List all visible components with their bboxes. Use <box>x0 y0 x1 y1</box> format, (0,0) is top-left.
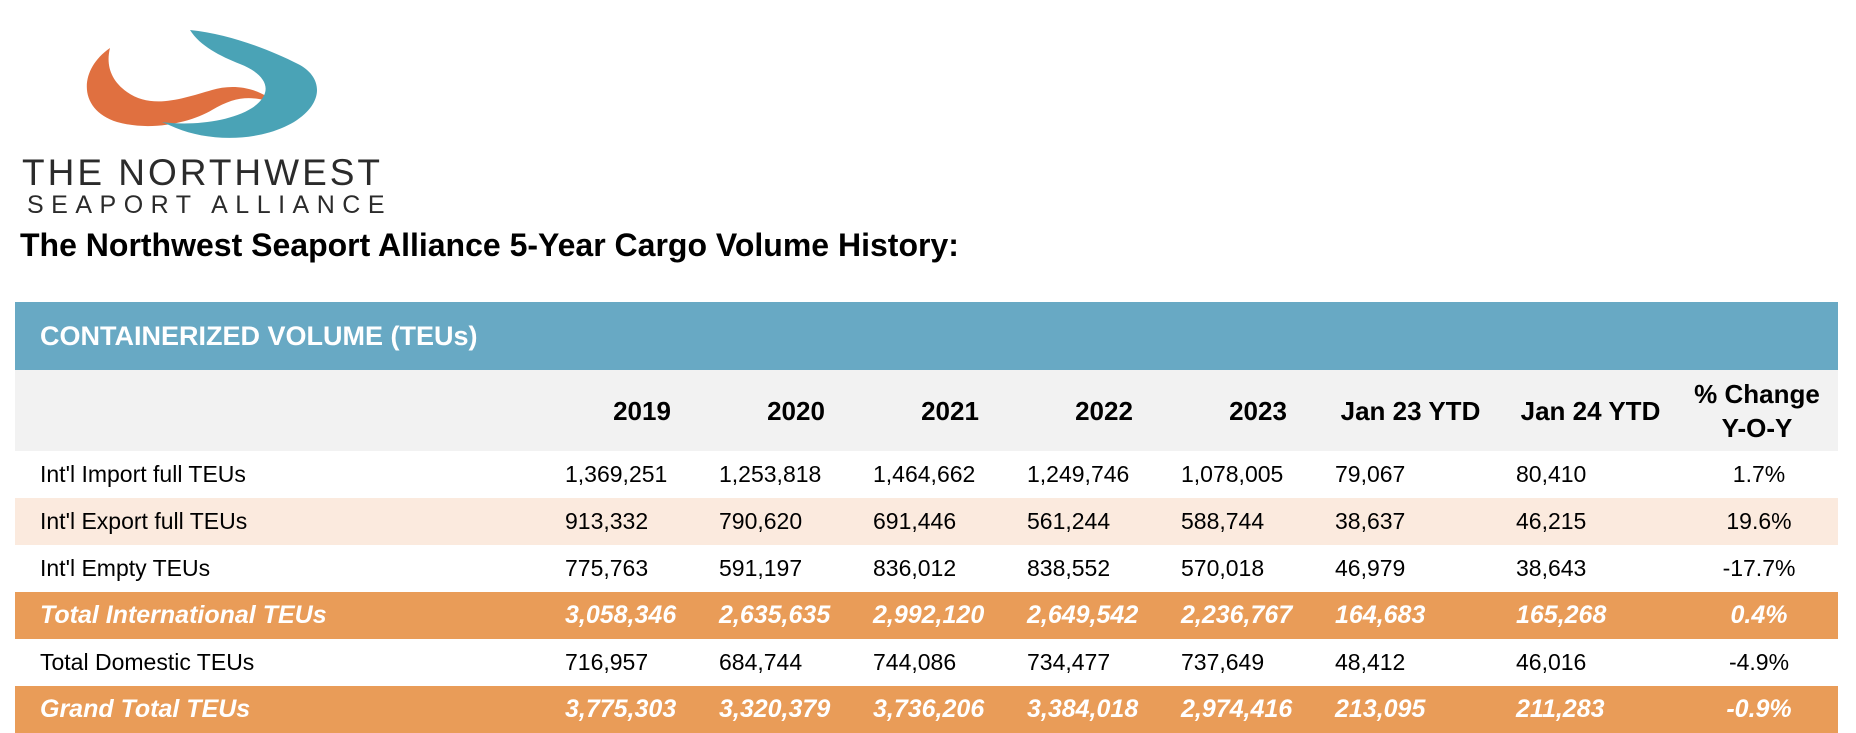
table-cell: 3,775,303 <box>565 695 677 723</box>
table-cell: 165,268 <box>1516 601 1607 629</box>
column-header: Jan 23 YTD <box>1340 395 1481 426</box>
row-label: Int'l Empty TEUs <box>40 555 211 581</box>
column-header: 2020 <box>767 395 825 426</box>
logo-line-2: SEAPORT ALLIANCE <box>27 191 393 219</box>
table-cell: 684,744 <box>719 649 803 675</box>
column-header-row: 2019 2020 2021 2022 2023 Jan 23 YTD Jan … <box>15 370 1838 451</box>
table-cell: 836,012 <box>873 555 957 581</box>
table-cell: 1,253,818 <box>719 461 822 487</box>
table-cell: 213,095 <box>1335 695 1426 723</box>
column-header-label <box>15 370 550 451</box>
table-cell: 790,620 <box>719 508 803 534</box>
table-cell: -0.9% <box>1726 695 1792 723</box>
row-label: Int'l Export full TEUs <box>40 508 248 534</box>
column-header: 2022 <box>1075 395 1133 426</box>
table-cell: 1,249,746 <box>1027 461 1130 487</box>
total-row: Total International TEUs 3,058,346 2,635… <box>15 592 1838 639</box>
table-cell: 2,974,416 <box>1181 695 1293 723</box>
table-cell: 38,643 <box>1516 555 1587 581</box>
column-header: Jan 24 YTD <box>1520 395 1661 426</box>
logo-swoosh-icon <box>86 30 317 138</box>
table-cell: 38,637 <box>1335 508 1406 534</box>
table-cell: 2,649,542 <box>1027 601 1139 629</box>
table-cell: 3,736,206 <box>873 695 985 723</box>
table-cell: 838,552 <box>1027 555 1111 581</box>
table-cell: 48,412 <box>1335 649 1406 675</box>
section-header: CONTAINERIZED VOLUME (TEUs) <box>15 302 1838 370</box>
table-row: Int'l Empty TEUs 775,763 591,197 836,012… <box>15 545 1838 592</box>
column-header: % Change Y-O-Y <box>1694 378 1820 443</box>
table-cell: 1,369,251 <box>565 461 668 487</box>
table-cell: 3,058,346 <box>565 601 677 629</box>
table-cell: 2,635,635 <box>719 601 831 629</box>
row-label: Int'l Import full TEUs <box>40 461 246 487</box>
table-cell: 775,763 <box>565 555 649 581</box>
table-cell: 164,683 <box>1335 601 1426 629</box>
table-cell: 1,078,005 <box>1181 461 1284 487</box>
table-cell: 19.6% <box>1726 508 1792 534</box>
table-cell: 737,649 <box>1181 649 1265 675</box>
table-cell: -4.9% <box>1728 649 1790 675</box>
table-cell: 0.4% <box>1730 601 1788 629</box>
volume-table: 2019 2020 2021 2022 2023 Jan 23 YTD Jan … <box>15 370 1838 733</box>
table-cell: 588,744 <box>1181 508 1265 534</box>
table-row: Int'l Import full TEUs 1,369,251 1,253,8… <box>15 451 1838 498</box>
table-cell: 744,086 <box>873 649 957 675</box>
table-cell: 3,320,379 <box>719 695 831 723</box>
table-cell: -17.7% <box>1722 555 1796 581</box>
table-cell: 691,446 <box>873 508 957 534</box>
table-cell: 2,236,767 <box>1181 601 1293 629</box>
cargo-volume-table: CONTAINERIZED VOLUME (TEUs) 2019 2020 20… <box>15 302 1838 733</box>
table-cell: 3,384,018 <box>1027 695 1139 723</box>
table-cell: 2,992,120 <box>873 601 985 629</box>
table-cell: 46,979 <box>1335 555 1406 581</box>
table-cell: 46,215 <box>1516 508 1587 534</box>
column-header: 2019 <box>613 395 671 426</box>
column-header: 2023 <box>1229 395 1287 426</box>
table-cell: 46,016 <box>1516 649 1587 675</box>
page-title: The Northwest Seaport Alliance 5-Year Ca… <box>20 227 959 263</box>
row-label: Total Domestic TEUs <box>40 649 255 675</box>
table-cell: 1,464,662 <box>873 461 976 487</box>
grand-total-row: Grand Total TEUs 3,775,303 3,320,379 3,7… <box>15 686 1838 733</box>
table-cell: 591,197 <box>719 555 803 581</box>
table-cell: 80,410 <box>1516 461 1587 487</box>
table-cell: 716,957 <box>565 649 649 675</box>
table-cell: 913,332 <box>565 508 649 534</box>
row-label: Total International TEUs <box>40 601 327 629</box>
table-cell: 1.7% <box>1732 461 1786 487</box>
logo-line-1: THE NORTHWEST <box>22 152 384 193</box>
table-cell: 734,477 <box>1027 649 1111 675</box>
table-row: Total Domestic TEUs 716,957 684,744 744,… <box>15 639 1838 686</box>
alliance-logo: THE NORTHWEST SEAPORT ALLIANCE <box>22 30 385 219</box>
row-label: Grand Total TEUs <box>40 695 251 723</box>
table-cell: 211,283 <box>1516 695 1605 723</box>
table-cell: 561,244 <box>1027 508 1111 534</box>
column-header: 2021 <box>921 395 979 426</box>
table-cell: 79,067 <box>1335 461 1406 487</box>
table-row: Int'l Export full TEUs 913,332 790,620 6… <box>15 498 1838 545</box>
table-cell: 570,018 <box>1181 555 1265 581</box>
